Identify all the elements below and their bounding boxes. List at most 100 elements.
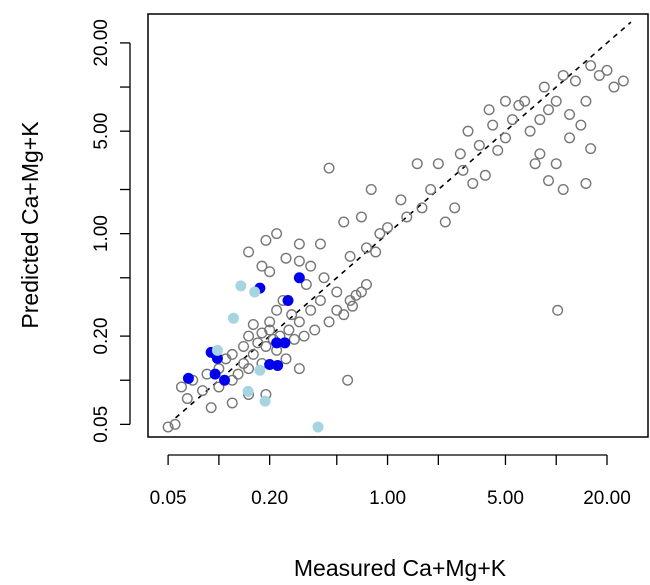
data-point — [580, 177, 592, 189]
data-point — [175, 381, 187, 393]
data-point — [425, 184, 437, 196]
data-point — [344, 250, 356, 262]
data-point — [543, 104, 555, 116]
data-point — [432, 158, 444, 170]
data-point — [519, 95, 531, 107]
data-point — [259, 395, 271, 407]
data-point — [205, 402, 217, 414]
data-point — [506, 114, 518, 126]
data-point — [293, 316, 305, 328]
data-point — [247, 348, 259, 360]
x-tick-label: 0.05 — [150, 488, 187, 509]
data-point — [293, 272, 305, 284]
data-point — [169, 418, 181, 430]
data-point — [538, 81, 550, 93]
data-point — [593, 69, 605, 81]
data-point — [300, 278, 312, 290]
data-point — [564, 132, 576, 144]
data-point — [411, 158, 423, 170]
data-point — [355, 211, 367, 223]
data-point — [454, 148, 466, 160]
data-point — [264, 316, 276, 328]
data-point — [569, 75, 581, 87]
y-tick-label: 5.00 — [91, 113, 112, 150]
data-point — [283, 324, 295, 336]
data-point — [601, 64, 613, 76]
data-point — [211, 344, 223, 356]
data-point — [617, 75, 629, 87]
data-point — [305, 304, 317, 316]
data-point — [550, 95, 562, 107]
data-point — [181, 393, 193, 405]
x-tick-label: 5.00 — [487, 488, 524, 509]
y-tick-label: 20.00 — [91, 19, 112, 67]
data-point — [370, 246, 382, 258]
data-point — [298, 330, 310, 342]
data-point — [288, 333, 300, 345]
data-point — [232, 368, 244, 380]
data-point — [499, 95, 511, 107]
data-point — [347, 300, 359, 312]
data-point — [323, 162, 335, 174]
data-point — [293, 238, 305, 250]
data-point — [247, 319, 259, 331]
data-point — [249, 286, 261, 298]
x-axis-title: Measured Ca+Mg+K — [294, 555, 507, 581]
data-point — [350, 289, 362, 301]
data-point — [473, 139, 485, 151]
data-point — [314, 238, 326, 250]
data-point — [499, 132, 511, 144]
data-point — [401, 211, 413, 223]
data-point — [312, 421, 324, 433]
y-tick-label: 0.05 — [91, 406, 112, 443]
data-point — [254, 364, 266, 376]
data-point — [338, 216, 350, 228]
data-point — [487, 119, 499, 131]
data-point — [243, 246, 255, 258]
data-point — [608, 81, 620, 93]
data-point — [293, 255, 305, 267]
data-point — [243, 363, 255, 375]
data-point — [264, 324, 276, 336]
data-point — [534, 148, 546, 160]
data-point — [467, 177, 479, 189]
data-point — [226, 397, 238, 409]
data-point — [342, 374, 354, 386]
data-point — [524, 125, 536, 137]
data-point — [309, 324, 321, 336]
data-point — [279, 337, 291, 349]
data-point — [260, 340, 272, 352]
data-point — [226, 348, 238, 360]
data-point — [550, 158, 562, 170]
data-point — [360, 278, 372, 290]
data-point — [416, 202, 428, 214]
data-point — [557, 184, 569, 196]
plot-frame — [147, 13, 649, 438]
data-point — [552, 304, 564, 316]
data-point — [272, 360, 284, 372]
data-point — [374, 228, 386, 240]
data-point — [318, 272, 330, 284]
data-point — [271, 228, 283, 240]
data-point — [197, 385, 209, 397]
data-point — [162, 421, 174, 433]
data-point — [282, 294, 294, 306]
data-point — [256, 260, 268, 272]
data-point — [256, 327, 268, 339]
data-point — [264, 266, 276, 278]
data-point — [492, 144, 504, 156]
data-point — [564, 108, 576, 120]
data-point — [355, 286, 367, 298]
x-tick-label: 1.00 — [369, 488, 406, 509]
data-point — [314, 294, 326, 306]
data-point — [219, 374, 231, 386]
x-tick-label: 0.20 — [251, 488, 288, 509]
data-point — [242, 385, 254, 397]
data-point — [243, 330, 255, 342]
data-point — [331, 286, 343, 298]
data-point — [209, 368, 221, 380]
data-point — [227, 312, 239, 324]
data-point — [543, 175, 555, 187]
